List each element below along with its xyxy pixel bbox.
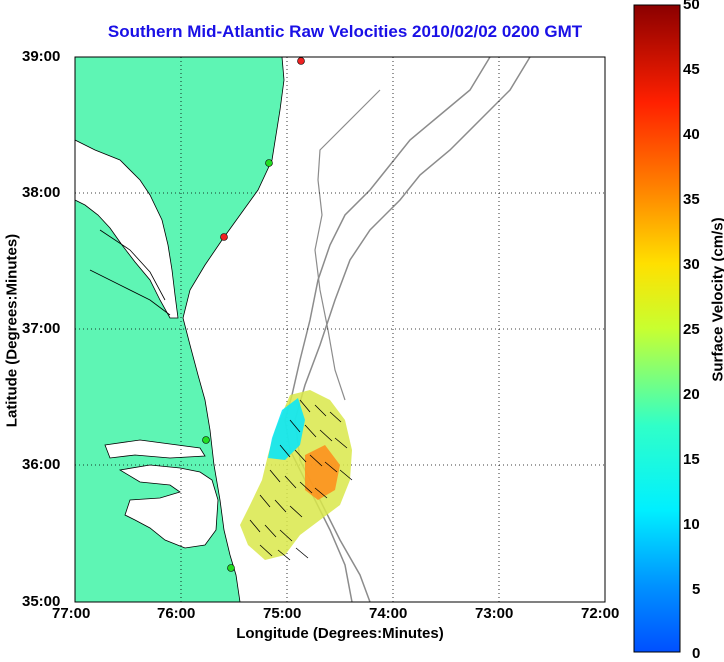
station-marker bbox=[203, 437, 210, 444]
station-marker bbox=[221, 234, 228, 241]
colorbar bbox=[634, 5, 680, 652]
station-marker bbox=[266, 160, 273, 167]
bathymetry-contour bbox=[315, 90, 380, 400]
station-marker bbox=[228, 565, 235, 572]
station-marker bbox=[298, 58, 305, 65]
